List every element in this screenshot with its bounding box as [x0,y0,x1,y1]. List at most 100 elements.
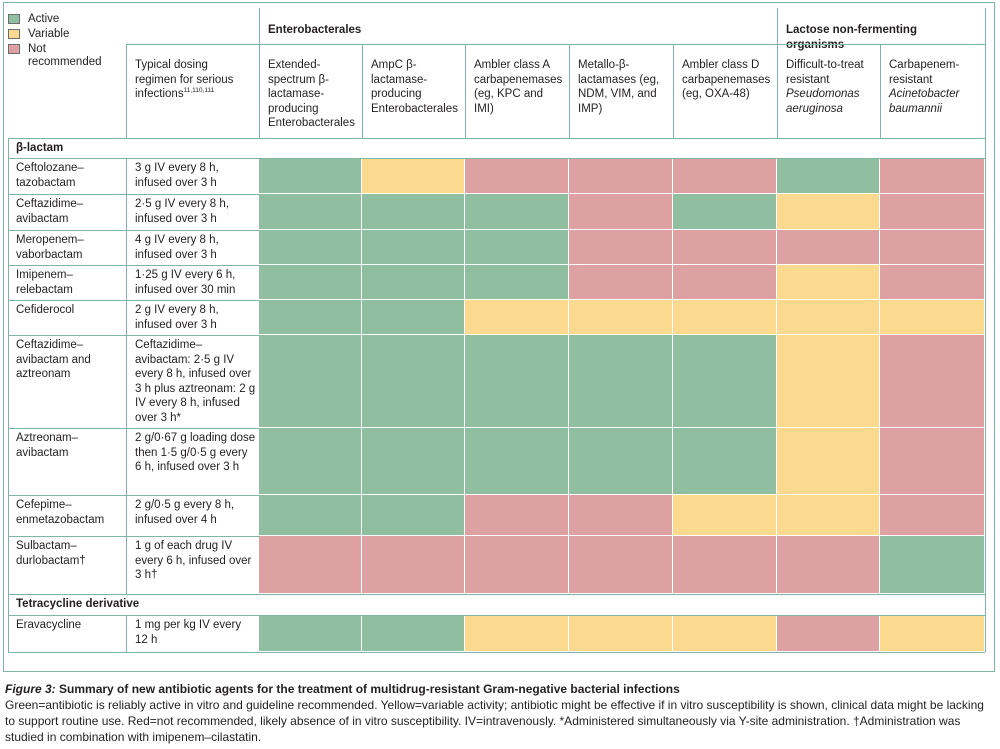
susceptibility-cell [362,265,465,300]
drug-name: Ceftolozane–tazobactam [16,162,84,189]
dosing-text: 1 g of each drug IV every 6 h, infused o… [135,540,252,581]
susceptibility-cell [673,335,777,428]
susceptibility-cell [673,300,777,335]
susceptibility-cell [259,536,362,594]
legend-swatch-active [8,14,20,24]
legend-item-active: Active [8,13,98,26]
legend-label: Not recommended [28,43,102,68]
susceptibility-cell [259,230,362,265]
susceptibility-cell [259,335,362,428]
column-header: Carbapenem-resistant Acinetobacter bauma… [880,52,985,136]
susceptibility-cell [362,230,465,265]
susceptibility-cell [880,536,985,594]
section-title: Tetracycline derivative [16,598,140,610]
susceptibility-cell [259,428,362,495]
dosing-text: 1 mg per kg IV every 12 h [135,619,242,646]
susceptibility-cell [362,300,465,335]
column-header: AmpC β-lactamase-producing Enterobactera… [362,52,465,136]
figure-caption-body: Green=antibiotic is reliably active in v… [5,698,984,744]
susceptibility-cell [673,194,777,230]
dosing-text: 2 g IV every 8 h, infused over 3 h [135,304,219,331]
figure-label: Figure 3: [5,682,56,696]
susceptibility-cell [569,495,673,536]
column-header-label: Extended-spectrum β-lactamase-producing … [268,59,355,129]
group-header-nonfermenters: Lactose non-fermenting organisms [786,24,917,51]
susceptibility-cell [465,536,569,594]
drug-name: Cefiderocol [16,304,75,316]
susceptibility-cell [569,300,673,335]
column-header-label: AmpC β-lactamase-producing Enterobactera… [371,59,458,115]
susceptibility-cell [777,335,880,428]
susceptibility-cell [362,536,465,594]
susceptibility-cell [777,615,880,652]
susceptibility-cell [259,615,362,652]
column-header: Ambler class A carbapenemases (eg, KPC a… [465,52,569,136]
dosing-text: 4 g IV every 8 h, infused over 3 h [135,234,219,261]
susceptibility-cell [362,158,465,194]
susceptibility-cell [673,495,777,536]
dosing-text: 3 g IV every 8 h, infused over 3 h [135,162,219,189]
dosing-references: 11,110,111 [183,87,215,94]
susceptibility-cell [673,265,777,300]
figure-caption: Figure 3: Summary of new antibiotic agen… [5,681,995,745]
susceptibility-cell [259,495,362,536]
susceptibility-cell [777,536,880,594]
susceptibility-cell [777,194,880,230]
group-header-enterobacterales: Enterobacterales [268,24,362,36]
susceptibility-cell [465,495,569,536]
susceptibility-cell [362,335,465,428]
legend-swatch-not-recommended [8,44,20,54]
susceptibility-cell [777,265,880,300]
column-header: Ambler class D carbapenemases (eg, OXA-4… [673,52,777,136]
susceptibility-cell [777,158,880,194]
legend-swatch-variable [8,29,20,39]
susceptibility-cell [880,158,985,194]
susceptibility-cell [259,300,362,335]
susceptibility-cell [777,230,880,265]
susceptibility-cell [465,615,569,652]
section-title: β-lactam [16,142,64,154]
susceptibility-cell [777,495,880,536]
susceptibility-cell [880,335,985,428]
susceptibility-cell [465,265,569,300]
figure-frame [3,2,995,672]
drug-name: Aztreonam–avibactam [16,432,79,459]
dosing-text: 2 g/0·67 g loading dose then 1·5 g/0·5 g… [135,432,256,473]
susceptibility-cell [673,158,777,194]
susceptibility-cell [569,615,673,652]
column-header-label: Metallo-β-lactamases (eg, NDM, VIM, and … [578,59,660,115]
column-header-organism: Pseudomonas aeruginosa [786,88,860,115]
susceptibility-cell [569,158,673,194]
column-header: Extended-spectrum β-lactamase-producing … [259,52,362,136]
column-header-organism: Acinetobacter baumannii [889,88,960,115]
susceptibility-cell [880,265,985,300]
susceptibility-cell [465,300,569,335]
susceptibility-cell [569,265,673,300]
column-header-label: Carbapenem-resistant [889,59,960,86]
susceptibility-cell [259,158,362,194]
susceptibility-cell [465,230,569,265]
susceptibility-cell [880,615,985,652]
susceptibility-cell [673,230,777,265]
susceptibility-cell [880,428,985,495]
susceptibility-cell [465,428,569,495]
susceptibility-cell [880,194,985,230]
column-header: Metallo-β-lactamases (eg, NDM, VIM, and … [569,52,673,136]
legend-label: Variable [28,28,70,40]
susceptibility-cell [362,495,465,536]
drug-name: Meropenem–vaborbactam [16,234,84,261]
susceptibility-cell [673,428,777,495]
susceptibility-cell [259,265,362,300]
column-header-dosing: Typical dosing regimen for serious infec… [135,59,234,100]
drug-name: Imipenem–relebactam [16,269,73,296]
susceptibility-cell [569,230,673,265]
legend-label: Active [28,13,60,25]
column-header-label: Difficult-to-treat resistant [786,59,864,86]
susceptibility-cell [777,300,880,335]
legend-item-variable: Variable [8,28,98,41]
susceptibility-cell [465,335,569,428]
susceptibility-cell [362,428,465,495]
susceptibility-cell [569,428,673,495]
column-header-label: Ambler class A carbapenemases (eg, KPC a… [474,59,563,115]
legend-item-not-recommended: Not recommended [8,43,102,69]
